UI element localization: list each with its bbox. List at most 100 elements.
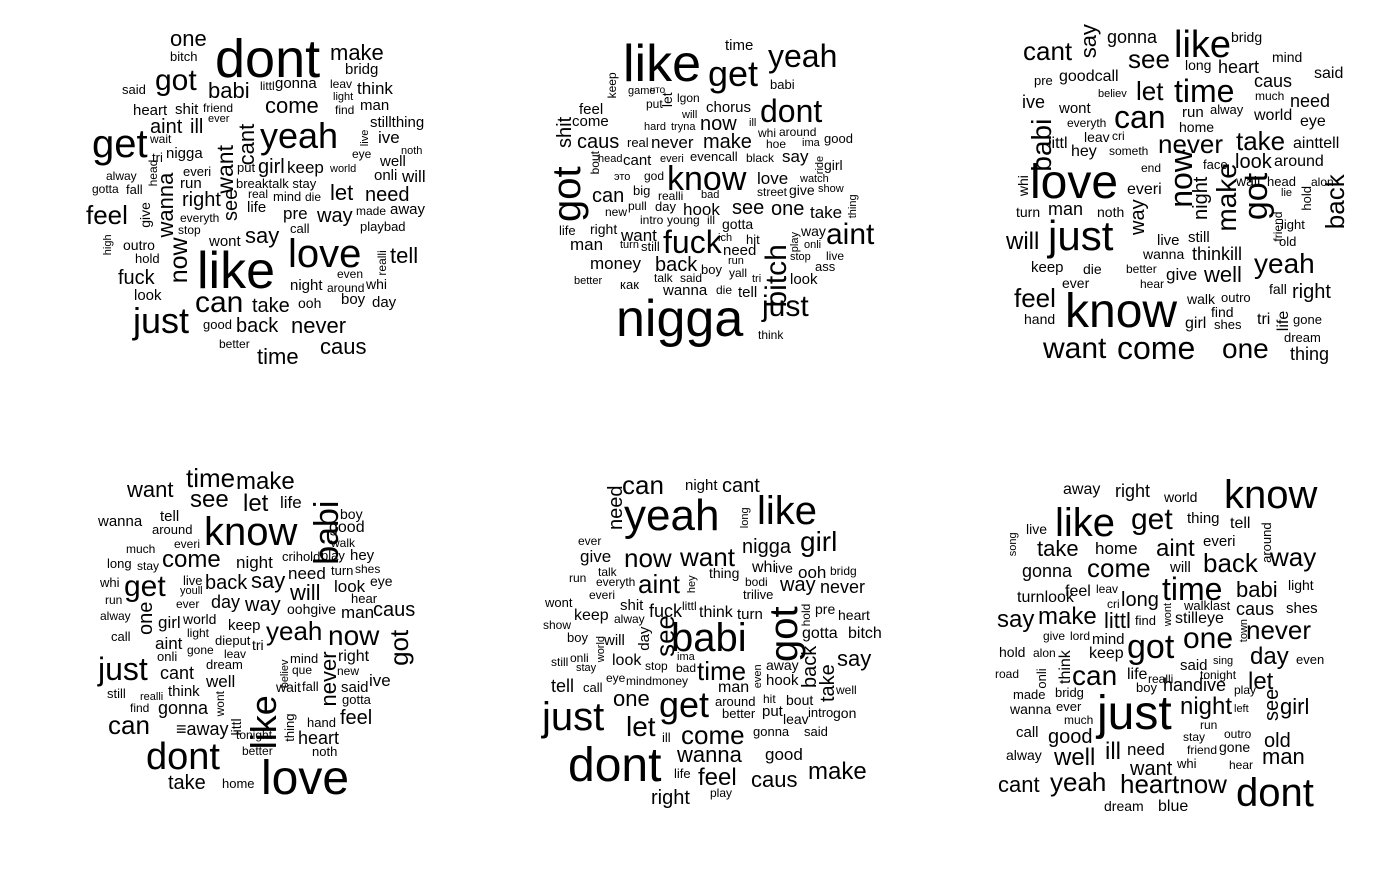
cloud-word: bodi [745,575,768,589]
cloud-word: breaktalk stay [236,176,317,191]
cloud-word: life [280,493,302,512]
cloud-word: bout [786,692,814,708]
cloud-word: youll [180,585,203,597]
cloud-word: shes [1286,600,1318,617]
cloud-word: heart [298,728,340,748]
cloud-word: keep [287,158,324,177]
cloud-word: look [612,652,642,669]
cloud-word: light [1281,217,1305,232]
cloud-word: get [124,570,166,603]
cloud-word: bad [676,661,697,675]
cloud-word: one [613,686,650,711]
cloud-word: outro [1221,290,1251,305]
cloud-word: night [290,277,323,294]
cloud-word: let [243,490,269,517]
cloud-word: caus [320,334,367,359]
cloud-word: way [801,223,826,239]
cloud-word: fall [126,182,143,197]
cloud-word: whi [752,559,777,576]
cloud-word: get [1131,503,1173,536]
cloud-word: ive [775,560,793,576]
cloud-word: cri [1107,597,1120,611]
cloud-word: come [1087,553,1151,583]
cloud-word: everyth [1067,116,1107,130]
cloud-word: everi [589,588,616,602]
cloud-word: wait [276,679,301,695]
cloud-word: shes [1214,317,1242,332]
cloud-word: caus [577,131,620,153]
cloud-word: aint [638,569,680,599]
cloud-word: leav [224,647,247,661]
cloud-word: young [667,213,700,227]
cloud-word: outro [123,237,155,253]
cloud-word: know [1065,285,1178,338]
cloud-word: nigga [166,145,203,162]
cloud-word: aint [150,116,183,138]
cloud-word: make [808,758,867,785]
cloud-word: dream [1104,798,1144,814]
cloud-word: old [1264,730,1291,752]
cloud-word: girl [158,613,181,632]
cloud-word: gonna [753,724,790,739]
cloud-word: say [251,568,286,593]
cloud-word: leav [1096,582,1119,596]
cloud-word: ass [815,259,836,274]
cloud-word: even [1296,652,1325,667]
cloud-word: can [592,185,625,207]
cloud-word: mind [273,189,302,204]
cloud-word: now [624,543,672,573]
cloud-word: gonna [275,75,317,92]
cloud-word: bitch [848,625,882,642]
cloud-word: littl [1048,135,1068,152]
cloud-word: world [330,163,357,175]
cloud-word: shit [175,101,199,118]
cloud-word: girl [258,156,285,178]
cloud-word: tell [551,676,575,696]
cloud-word: aint [826,218,875,251]
cloud-word: come [265,93,319,118]
cloud-word: cant [1023,36,1073,66]
cloud-word: take [168,772,206,794]
cloud-word: made [356,204,387,218]
cloud-word: whi [100,575,120,590]
cloud-word: boy [567,630,588,645]
cloud-word: love [1030,156,1119,209]
cloud-word: way [780,574,816,596]
cloud-word: everi [183,164,212,179]
cloud-word: street [757,185,788,199]
cloud-word: everyth [596,575,636,589]
cloud-word: better [1126,262,1157,276]
cloud-word: said [1314,65,1344,82]
cloud-word: oohgive [287,601,337,617]
cloud-word: long [739,507,751,529]
cloud-word: whi [1177,756,1197,771]
cloud-word: let [1136,76,1164,106]
cloud-word: good [765,745,803,764]
cloud-word: cri [1112,129,1125,143]
cloud-word: yeah [768,38,838,74]
cloud-word: hook [766,672,799,689]
cloud-word: tell [738,284,758,301]
cloud-word: wanna [677,742,742,767]
cloud-word: real [627,135,649,150]
cloud-word: see [220,188,242,221]
cloud-word: play [321,548,345,563]
cloud-word: one [1183,622,1234,655]
cloud-word: wont [209,233,241,250]
cloud-word: run [1182,104,1204,121]
cloud-word: alway [106,169,137,183]
cloud-word: babi [770,77,795,92]
cloud-word: one [771,198,805,220]
cloud-word: say [1076,24,1101,59]
cloud-word: way [1270,542,1317,572]
cloud-word: crihold [282,549,321,564]
cloud-word: will [682,109,698,121]
cloud-word: know [667,160,747,198]
cloud-word: ooh [798,563,827,582]
cloud-word: now [328,620,380,651]
cloud-word: make [1038,603,1097,630]
cloud-word: fuck [663,224,722,260]
cloud-word: see [1128,44,1170,74]
cloud-word: day [211,592,241,612]
cloud-word: everi [1203,533,1236,550]
